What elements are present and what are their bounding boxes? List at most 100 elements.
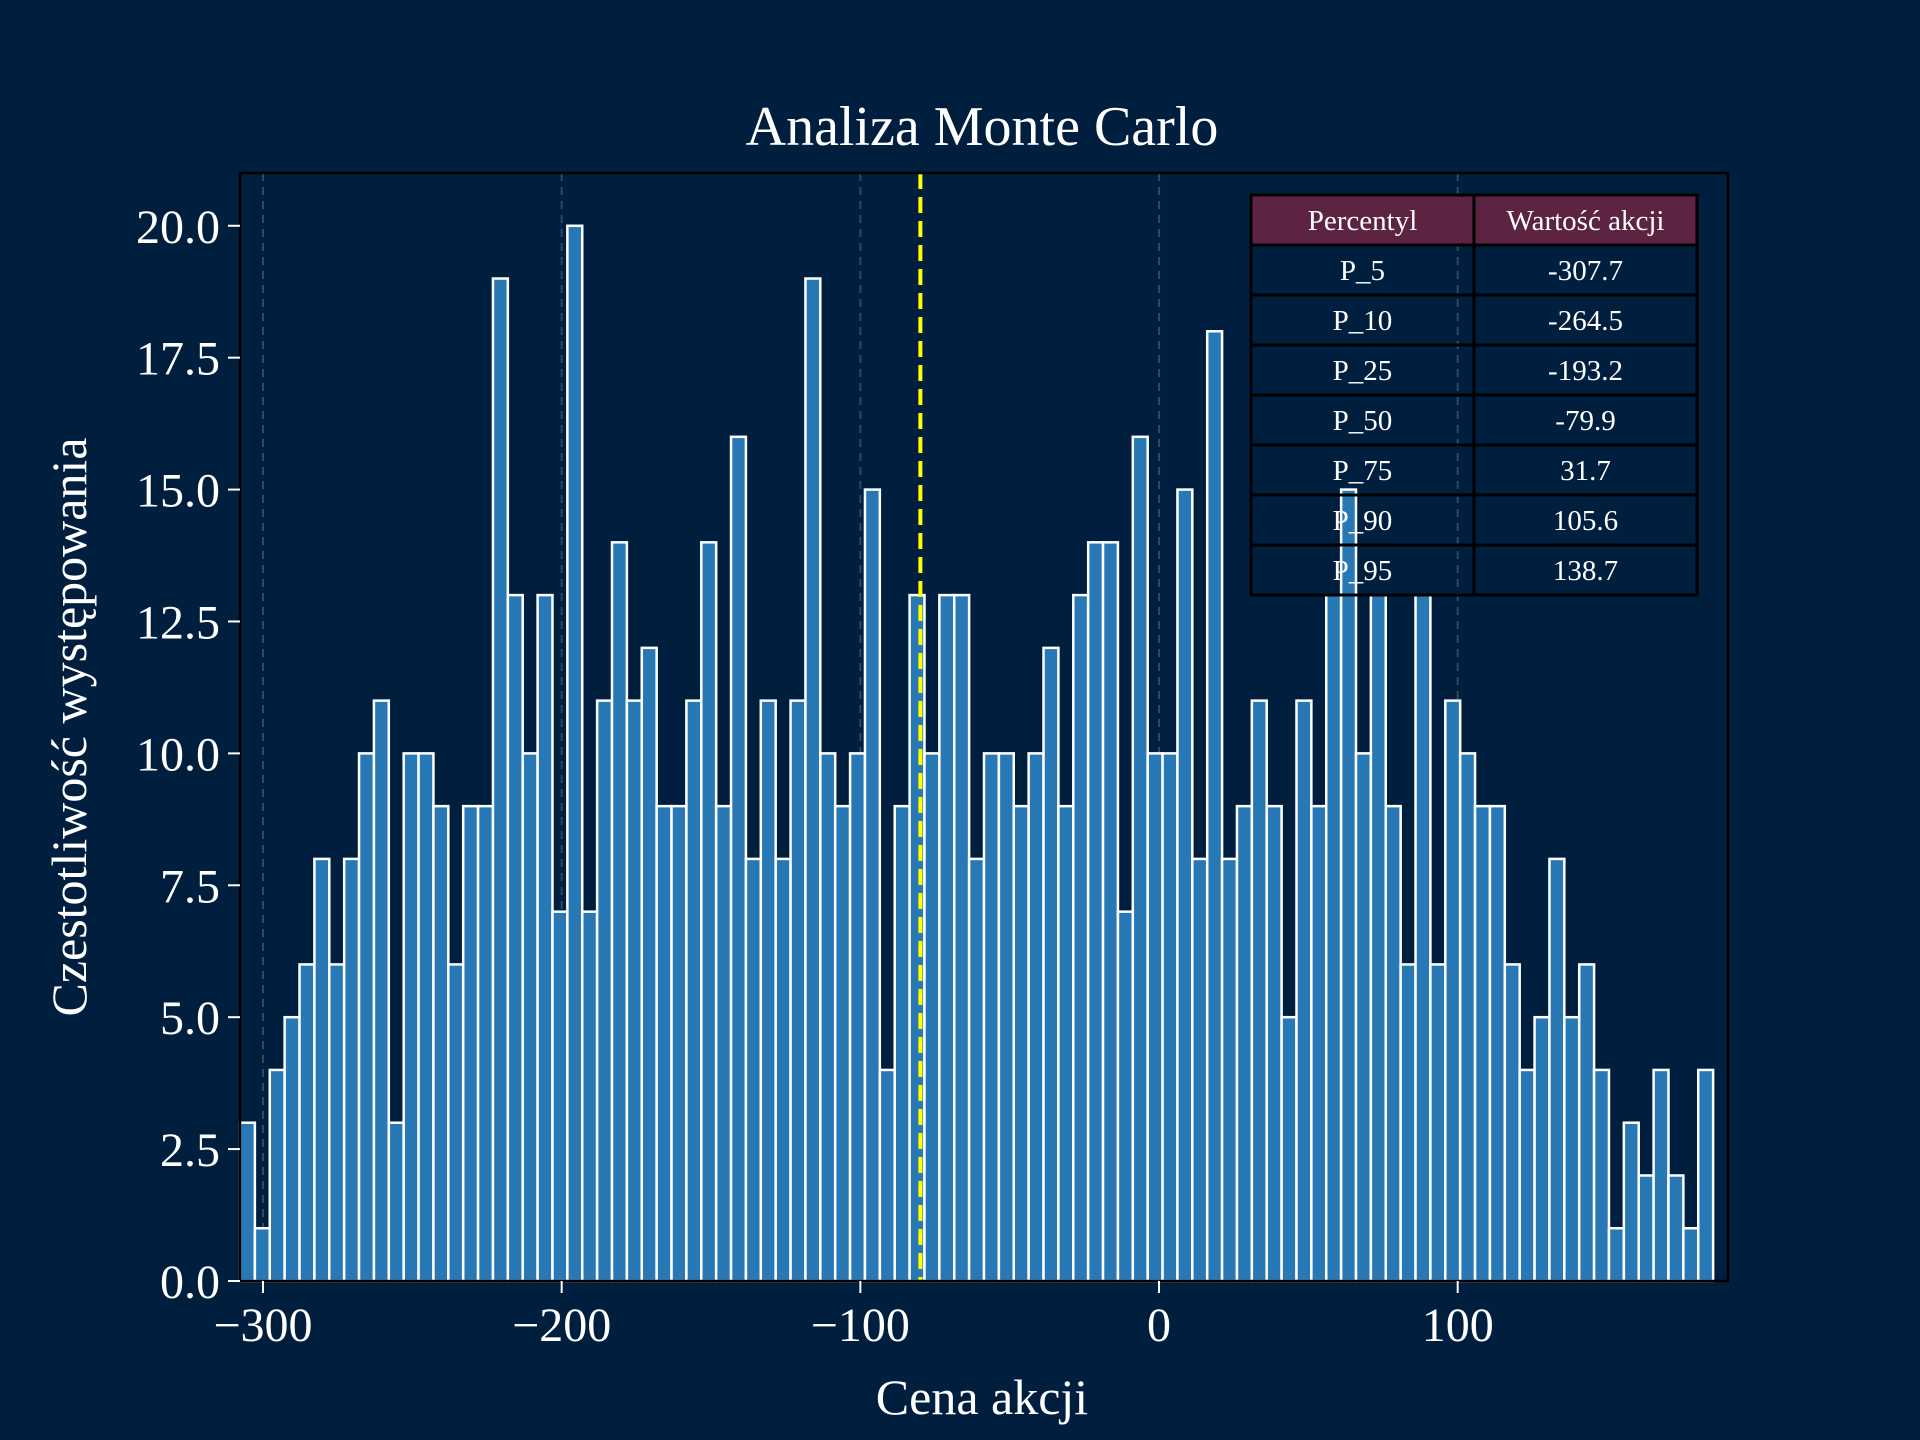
table-row-4-value-text: 31.7 <box>1560 455 1611 487</box>
histogram-bar-86 <box>1518 1068 1536 1283</box>
histogram-bar-67 <box>1235 804 1254 1283</box>
histogram-bar-11 <box>402 752 420 1283</box>
histogram-bar-40 <box>833 804 852 1283</box>
chart-title: Analiza Monte Carlo <box>746 96 1219 158</box>
x-tick-label-2: −100 <box>811 1299 910 1352</box>
histogram-bar-68 <box>1250 699 1268 1283</box>
y-tick-label-0: 0.0 <box>160 1256 220 1309</box>
y-tick-label-4: 10.0 <box>136 728 220 781</box>
histogram-bar-51 <box>997 752 1016 1283</box>
table-row-6-percentile-text: P_95 <box>1333 555 1393 587</box>
axis-ticks: −300 −200 −100 0 100 0.0 2.5 5.0 7.5 10.0 12.5 15.0… <box>136 201 1494 1352</box>
histogram-bar-26 <box>625 699 644 1283</box>
histogram-bar-9 <box>372 699 391 1283</box>
histogram-bar-48 <box>952 593 971 1283</box>
table-row-2-value-text: -193.2 <box>1548 355 1623 387</box>
histogram-bar-23 <box>580 910 599 1283</box>
histogram-bar-22 <box>566 224 584 1283</box>
x-tick-label-3: 0 <box>1147 1299 1171 1352</box>
histogram-bar-46 <box>923 752 941 1283</box>
table-row-0-percentile-text: P_5 <box>1340 255 1385 287</box>
histogram-bar-92 <box>1607 1226 1626 1283</box>
histogram-bar-30 <box>685 699 703 1283</box>
histogram-bar-60 <box>1131 435 1149 1283</box>
histogram-bar-65 <box>1205 330 1224 1283</box>
table-row-3-percentile-text: P_50 <box>1333 405 1393 437</box>
histogram-bar-64 <box>1191 857 1209 1283</box>
table-row-6-value-text: 138.7 <box>1553 555 1618 587</box>
y-tick-label-6: 15.0 <box>136 465 220 518</box>
histogram-bar-16 <box>476 804 495 1283</box>
histogram-bar-13 <box>432 804 450 1283</box>
histogram-bar-53 <box>1027 752 1045 1283</box>
histogram-bar-37 <box>789 699 807 1283</box>
histogram-bar-73 <box>1324 593 1343 1283</box>
histogram-bar-35 <box>759 699 777 1283</box>
y-tick-label-3: 7.5 <box>160 860 220 913</box>
table-row-1-percentile-text: P_10 <box>1333 305 1393 337</box>
histogram-bar-72 <box>1310 804 1328 1283</box>
histogram-bar-31 <box>700 541 718 1283</box>
histogram-bar-76 <box>1369 593 1388 1283</box>
histogram-bar-50 <box>982 752 1001 1283</box>
histogram-bar-80 <box>1429 963 1447 1283</box>
plot-frame <box>238 171 1730 1283</box>
y-tick-label-2: 5.0 <box>160 992 220 1045</box>
y-tick-label-5: 12.5 <box>136 596 220 649</box>
histogram-bar-94 <box>1637 1174 1655 1283</box>
histogram-bar-34 <box>744 857 763 1283</box>
histogram-bar-58 <box>1101 541 1120 1283</box>
y-tick-label-8: 20.0 <box>136 201 220 254</box>
histogram-bar-52 <box>1012 804 1030 1283</box>
histogram-bar-55 <box>1057 804 1075 1283</box>
histogram-bar-47 <box>938 593 956 1283</box>
histogram-bar-27 <box>640 646 658 1283</box>
histogram-bar-89 <box>1563 1015 1581 1283</box>
histogram-bar-5 <box>313 857 331 1283</box>
histogram-bar-28 <box>655 804 673 1283</box>
histogram-bar-90 <box>1577 963 1596 1283</box>
histogram-bar-82 <box>1458 752 1477 1283</box>
histogram-bar-45 <box>908 593 926 1283</box>
histogram-bar-1 <box>253 1226 272 1283</box>
histogram-bar-59 <box>1116 910 1135 1283</box>
histogram-bar-10 <box>387 1121 405 1283</box>
table-header-value-text: Wartość akcji <box>1507 205 1665 237</box>
histogram-bar-32 <box>714 804 733 1283</box>
histogram-bar-43 <box>878 1068 896 1283</box>
histogram-bar-29 <box>670 804 688 1283</box>
histogram-bar-62 <box>1161 752 1179 1283</box>
histogram-bar-12 <box>417 752 435 1283</box>
table-row-5-percentile-text: P_90 <box>1333 505 1393 537</box>
histogram-bar-36 <box>774 857 792 1283</box>
histogram-bar-19 <box>521 752 539 1283</box>
table-row-4-percentile-text: P_75 <box>1333 455 1393 487</box>
histogram-bar-14 <box>447 963 465 1283</box>
table-row-6-value-cell <box>1472 543 1699 597</box>
x-tick-label-0: −300 <box>213 1299 312 1352</box>
percentile-table: Percentyl Wartość akcji P_5 -307.7 P_10 -264.… <box>1249 193 1699 597</box>
histogram-bar-63 <box>1176 488 1194 1283</box>
histogram-bar-15 <box>461 804 480 1283</box>
histogram-bar-83 <box>1473 804 1492 1283</box>
histogram-bar-2 <box>268 1068 286 1283</box>
x-axis-label: Cena akcji <box>876 1369 1088 1425</box>
histogram-bar-4 <box>298 963 316 1283</box>
table-row-5-value-text: 105.6 <box>1553 505 1618 537</box>
histogram-bar-88 <box>1548 857 1566 1283</box>
histogram-bar-49 <box>967 857 986 1283</box>
table-header-value-cell <box>1472 193 1699 247</box>
histogram-bar-75 <box>1354 752 1373 1283</box>
histogram-bar-78 <box>1399 963 1417 1283</box>
histogram-bar-66 <box>1220 857 1239 1283</box>
histogram-bar-17 <box>491 277 510 1283</box>
histogram-bar-71 <box>1295 699 1313 1283</box>
histogram-bar-79 <box>1414 593 1432 1283</box>
histogram-bar-3 <box>283 1015 301 1283</box>
histogram-bar-61 <box>1146 752 1164 1283</box>
histogram-bar-38 <box>804 277 822 1283</box>
histogram-bar-7 <box>342 857 361 1283</box>
histogram-bar-81 <box>1444 699 1462 1283</box>
histogram-bar-33 <box>729 435 748 1283</box>
